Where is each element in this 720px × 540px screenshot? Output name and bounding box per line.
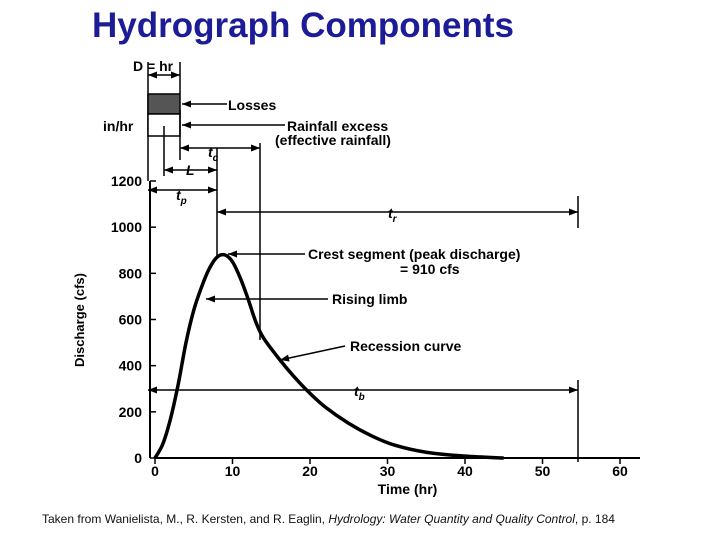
peak-arrow-head [228, 250, 237, 258]
tp-dimension-right-head [208, 186, 217, 194]
x-tick-label-50: 50 [535, 463, 551, 479]
lag-label: L [186, 162, 195, 178]
effective-rainfall-label: (effective rainfall) [275, 132, 391, 148]
recession-arrow-head [280, 354, 290, 362]
losses-block [147, 93, 181, 115]
tc-dimension-left-head [180, 144, 189, 152]
source-caption: Taken from Wanielista, M., R. Kersten, a… [42, 512, 615, 526]
losses-arrow-head [182, 100, 191, 108]
x-axis-label: Time (hr) [378, 481, 438, 497]
rising-limb-label: Rising limb [332, 291, 407, 307]
tp-label: tp [176, 187, 187, 207]
y-tick-label-1200: 1200 [111, 173, 142, 189]
rainfall-excess-label: Rainfall excess [287, 118, 388, 134]
tb-dimension-left-head [148, 386, 157, 394]
y-tick-label-600: 600 [119, 312, 143, 328]
x-tick-label-60: 60 [612, 463, 628, 479]
tp-dimension-left-head [148, 186, 157, 194]
caption-book-title: Hydrology: Water Quantity and Quality Co… [328, 512, 575, 526]
caption-prefix: Taken from Wanielista, M., R. Kersten, a… [42, 512, 329, 526]
x-tick-label-30: 30 [380, 463, 396, 479]
peak-value-label: = 910 cfs [400, 261, 460, 277]
excess-arrow-head [182, 121, 191, 129]
y-tick-label-200: 200 [119, 404, 143, 420]
tc-label: tc [208, 144, 219, 164]
y-tick-label-400: 400 [119, 358, 143, 374]
duration-label: D = hr [133, 58, 174, 74]
peak-label: Crest segment (peak discharge) [308, 246, 520, 262]
y-axis-label: Discharge (cfs) [72, 273, 87, 367]
intensity-unit-label: in/hr [103, 118, 134, 134]
caption-suffix: , p. 184 [574, 512, 615, 526]
rising-limb-arrow-head [206, 295, 215, 303]
x-tick-label-10: 10 [225, 463, 241, 479]
x-tick-label-20: 20 [302, 463, 318, 479]
tb-label: tb [354, 383, 365, 403]
y-tick-label-1000: 1000 [111, 219, 142, 235]
duration-dimension-right-head [171, 71, 180, 79]
tc-dimension-right-head [251, 144, 260, 152]
tb-dimension-right-head [569, 386, 578, 394]
lag-dimension-right-head [208, 166, 217, 174]
y-tick-label-800: 800 [119, 265, 143, 281]
slide-title: Hydrograph Components [92, 6, 514, 45]
y-tick-label-0: 0 [134, 450, 142, 466]
recession-arrow-shaft [279, 345, 346, 361]
losses-label: Losses [228, 97, 276, 113]
tr-dimension-left-head [217, 208, 226, 216]
hydrograph-curve [153, 252, 504, 460]
tr-dimension-right-head [569, 208, 578, 216]
x-tick-label-0: 0 [151, 463, 159, 479]
tr-label: tr [388, 205, 398, 225]
duration-dimension-left-head [148, 71, 157, 79]
x-tick-label-40: 40 [457, 463, 473, 479]
lag-dimension-left-head [164, 166, 173, 174]
recession-curve-label: Recession curve [350, 338, 461, 354]
